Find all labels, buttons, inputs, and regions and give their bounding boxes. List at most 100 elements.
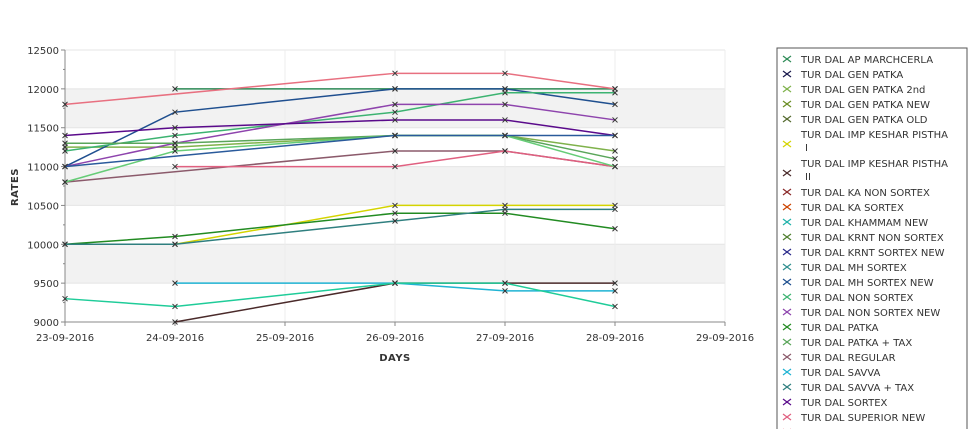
legend-marker bbox=[782, 188, 792, 196]
legend-label: TUR DAL SAVVA bbox=[800, 368, 880, 379]
data-point bbox=[502, 117, 508, 123]
data-point bbox=[172, 303, 178, 310]
legend-label: TUR DAL IMP KESHAR PISTHA I bbox=[800, 130, 948, 154]
data-point bbox=[172, 233, 178, 240]
legend-marker bbox=[782, 353, 792, 361]
data-point bbox=[502, 148, 508, 154]
series-line bbox=[175, 282, 615, 292]
series-line bbox=[64, 282, 616, 308]
legend-label: TUR DAL AP MARCHCERLA bbox=[800, 55, 933, 66]
legend-label: TUR DAL GEN PATKA 2nd bbox=[800, 85, 925, 96]
data-point bbox=[392, 101, 398, 108]
data-point bbox=[612, 101, 618, 108]
data-point bbox=[502, 132, 508, 139]
legend-label: TUR DAL SAVVA + TAX bbox=[800, 383, 914, 394]
legend-label: TUR DAL PATKA bbox=[800, 323, 879, 334]
legend-label: TUR DAL GEN PATKA bbox=[800, 70, 903, 81]
legend-marker bbox=[782, 278, 792, 286]
data-point bbox=[392, 148, 398, 154]
data-point bbox=[172, 319, 178, 325]
legend-label: TUR DAL GEN PATKA OLD bbox=[800, 115, 928, 126]
data-point bbox=[62, 101, 68, 108]
data-point bbox=[62, 132, 68, 139]
data-point bbox=[502, 70, 508, 77]
data-point bbox=[392, 132, 398, 139]
data-point bbox=[612, 117, 618, 123]
legend-marker bbox=[782, 383, 792, 391]
legend-label: TUR DAL NON SORTEX NEW bbox=[800, 308, 940, 319]
legend-label: TUR DAL KRNT NON SORTEX bbox=[800, 233, 944, 244]
data-point bbox=[612, 303, 618, 310]
legend-label: TUR DAL IMP KESHAR PISTHA II bbox=[800, 159, 948, 183]
data-point bbox=[502, 101, 508, 108]
data-point bbox=[172, 132, 178, 139]
x-tick-label: 28-09-2016 bbox=[586, 333, 644, 344]
data-point bbox=[172, 148, 178, 154]
y-tick-label: 10000 bbox=[27, 240, 59, 251]
data-point bbox=[172, 163, 178, 170]
legend-label: TUR DAL SORTEX bbox=[800, 398, 888, 409]
data-point bbox=[612, 288, 618, 294]
x-tick-label: 27-09-2016 bbox=[476, 333, 534, 344]
series-line bbox=[175, 150, 616, 168]
x-tick-label: 24-09-2016 bbox=[146, 333, 204, 344]
legend-marker bbox=[782, 233, 792, 241]
x-axis-title: DAYS bbox=[379, 353, 411, 364]
y-tick-label: 11500 bbox=[27, 124, 59, 135]
legend-marker bbox=[782, 100, 792, 108]
legend-label: TUR DAL SUPERIOR NEW bbox=[800, 413, 925, 424]
legend-label: TUR DAL MH SORTEX NEW bbox=[800, 278, 934, 289]
data-point bbox=[62, 241, 68, 248]
legend-marker bbox=[782, 55, 792, 63]
data-point bbox=[172, 241, 178, 248]
data-point bbox=[392, 109, 398, 116]
data-point bbox=[612, 225, 618, 232]
legend-marker bbox=[782, 413, 792, 421]
data-point bbox=[172, 124, 178, 131]
legend-marker bbox=[782, 140, 792, 148]
data-point bbox=[392, 218, 398, 224]
data-point bbox=[392, 70, 398, 77]
series-line bbox=[64, 72, 616, 106]
data-point bbox=[392, 163, 398, 170]
data-point bbox=[62, 140, 68, 147]
legend-marker bbox=[782, 398, 792, 406]
legend-marker bbox=[782, 218, 792, 226]
data-point bbox=[62, 148, 68, 154]
legend-marker bbox=[782, 70, 792, 78]
data-point bbox=[392, 86, 398, 92]
x-tick-label: 26-09-2016 bbox=[366, 333, 424, 344]
series-line bbox=[64, 134, 615, 168]
x-tick-label: 29-09-2016 bbox=[696, 333, 754, 344]
legend-marker bbox=[782, 248, 792, 256]
legend-marker bbox=[782, 169, 792, 177]
legend-label: TUR DAL KRNT SORTEX NEW bbox=[800, 248, 945, 259]
legend-marker bbox=[782, 293, 792, 301]
data-point bbox=[172, 140, 178, 147]
y-tick-label: 12000 bbox=[27, 85, 59, 96]
legend-label: TUR DAL MH SORTEX bbox=[800, 263, 907, 274]
series-line bbox=[64, 212, 616, 246]
series-lines bbox=[62, 70, 618, 325]
data-point bbox=[62, 163, 68, 170]
legend-box bbox=[776, 47, 968, 433]
legend-label: TUR DAL GEN PATKA NEW bbox=[800, 100, 930, 111]
legend-marker bbox=[782, 115, 792, 123]
legend-marker bbox=[782, 323, 792, 331]
y-tick-label: 11000 bbox=[27, 163, 59, 174]
legend-label: TUR DAL NON SORTEX bbox=[800, 293, 914, 304]
legend-marker bbox=[782, 338, 792, 346]
data-point bbox=[172, 86, 178, 92]
legend-marker bbox=[782, 308, 792, 316]
data-point bbox=[502, 280, 508, 286]
legend-label: TUR DAL REGULAR bbox=[800, 353, 896, 364]
data-point bbox=[612, 132, 618, 139]
data-point bbox=[392, 280, 398, 286]
data-point bbox=[392, 202, 398, 209]
legend-marker bbox=[782, 85, 792, 93]
legend-label: TUR DAL KA NON SORTEX bbox=[800, 188, 930, 199]
data-point bbox=[612, 280, 618, 286]
data-point bbox=[612, 163, 618, 170]
